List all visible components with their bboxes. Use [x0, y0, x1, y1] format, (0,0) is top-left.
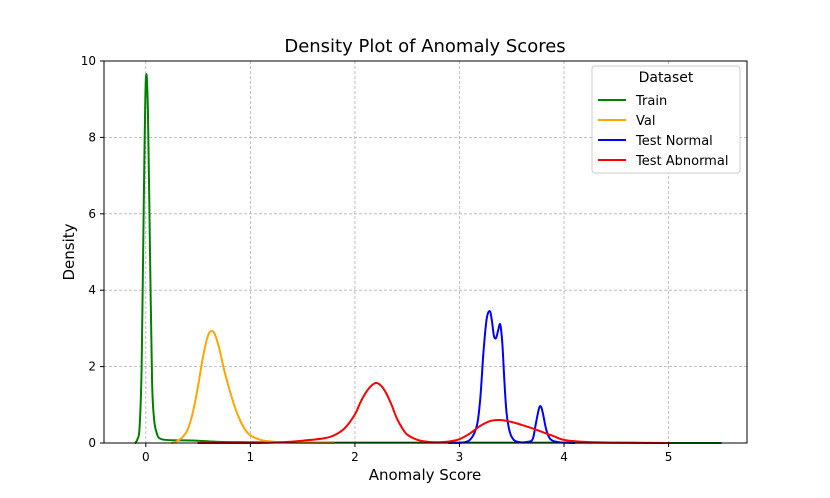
- x-tick-label: 5: [665, 450, 673, 464]
- x-tick-label: 3: [456, 450, 464, 464]
- y-tick-label: 10: [81, 54, 96, 68]
- y-tick-label: 8: [88, 130, 96, 144]
- chart-title: Density Plot of Anomaly Scores: [284, 36, 565, 57]
- legend: Dataset Train Val Test Normal Test Abnormal: [591, 65, 741, 174]
- legend-label-val: Val: [636, 114, 655, 129]
- axis-ticks: 0 1 2 3 4 5 0 2 4 6 8 10: [81, 54, 673, 464]
- y-tick-label: 4: [88, 283, 96, 297]
- x-tick-label: 4: [560, 450, 568, 464]
- legend-label-train: Train: [635, 94, 667, 109]
- legend-items: Train Val Test Normal Test Abnormal: [598, 94, 728, 169]
- series-line-test-abnormal: [197, 382, 670, 444]
- legend-title: Dataset: [639, 70, 694, 86]
- legend-label-test-abnormal: Test Abnormal: [635, 154, 728, 169]
- y-axis-title: Density: [60, 223, 78, 280]
- series-line-val: [170, 329, 336, 444]
- y-tick-label: 0: [88, 436, 96, 450]
- y-tick-label: 2: [88, 360, 96, 374]
- plot-area-frame: [103, 60, 748, 444]
- y-tick-label: 6: [88, 207, 96, 221]
- x-tick-label: 0: [142, 450, 150, 464]
- legend-label-test-normal: Test Normal: [635, 134, 713, 149]
- x-axis-title: Anomaly Score: [369, 466, 482, 484]
- x-tick-label: 1: [247, 450, 255, 464]
- legend-box: [591, 65, 741, 174]
- series-line-test-normal: [448, 310, 576, 444]
- x-tick-label: 2: [351, 450, 359, 464]
